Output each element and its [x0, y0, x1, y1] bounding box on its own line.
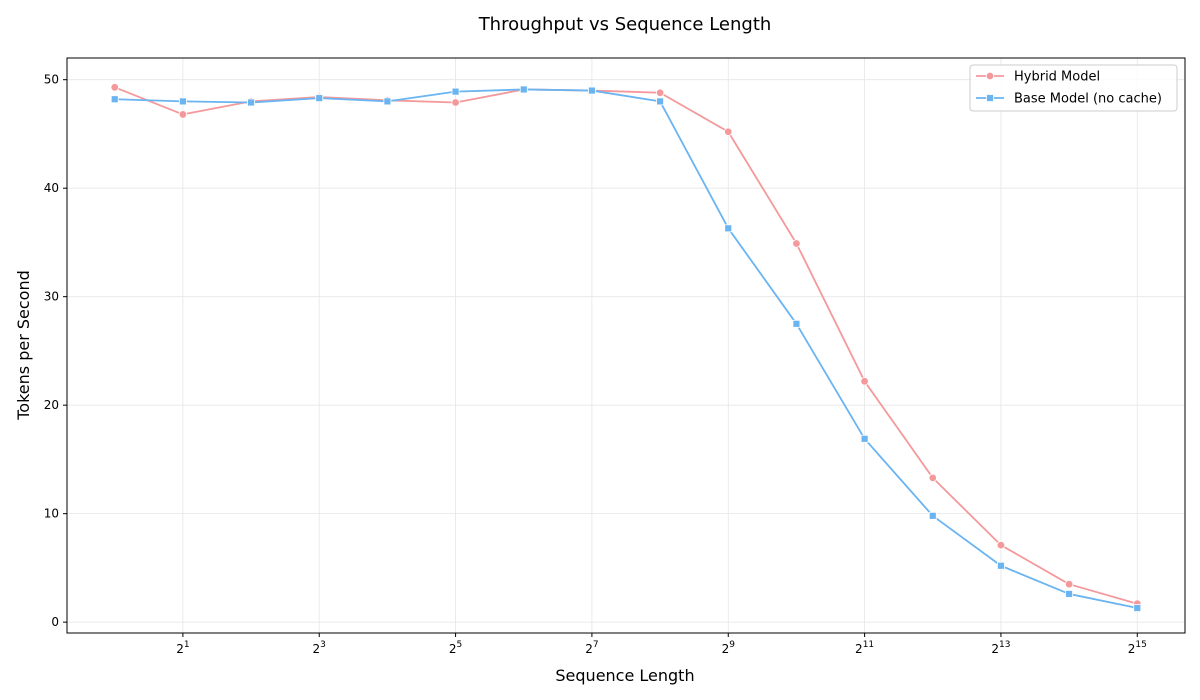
data-point [1064, 579, 1074, 589]
x-tick-base: 2 [176, 642, 184, 656]
data-point [724, 224, 733, 233]
data-point [315, 94, 324, 103]
y-axis-ticks: 0 10 20 30 40 50 [44, 73, 67, 629]
x-tick-base: 2 [991, 642, 999, 656]
data-point [792, 319, 801, 328]
legend-marker [986, 94, 994, 102]
y-tick-label: 0 [51, 615, 59, 629]
legend-label: Base Model (no cache) [1014, 92, 1162, 107]
data-point [519, 85, 528, 94]
data-point [928, 511, 937, 520]
x-tick-exponent: 3 [320, 640, 326, 650]
legend-label: Hybrid Model [1014, 70, 1100, 85]
data-point [247, 98, 255, 107]
y-tick-label: 40 [44, 181, 59, 195]
x-tick-exponent: 7 [593, 640, 599, 650]
series-line [114, 88, 1138, 609]
chart-title: Throughput vs Sequence Length [478, 14, 772, 35]
x-tick-exponent: 11 [863, 640, 874, 650]
y-tick-label: 20 [44, 398, 59, 412]
x-tick-label: 25 [449, 640, 462, 656]
x-tick-base: 2 [855, 642, 863, 656]
x-tick-base: 2 [585, 642, 593, 656]
x-tick-base: 2 [313, 642, 321, 656]
legend-entry: Hybrid Model [976, 70, 1100, 85]
data-point [1065, 590, 1074, 598]
data-point [996, 540, 1006, 550]
x-tick-exponent: 13 [999, 640, 1010, 650]
legend: Hybrid Model Base Model (no cache) [969, 64, 1178, 112]
y-tick-label: 10 [44, 507, 59, 521]
legend-marker [985, 71, 995, 81]
data-point [1133, 604, 1142, 612]
data-point [451, 87, 460, 96]
x-tick-base: 2 [449, 642, 457, 656]
data-point [383, 97, 392, 106]
x-tick-label: 21 [176, 640, 189, 656]
x-tick-label: 211 [855, 640, 874, 656]
data-point [178, 110, 188, 119]
x-tick-exponent: 1 [184, 640, 190, 650]
grid-lines [67, 58, 1185, 633]
series-2 [110, 85, 1142, 612]
y-axis-title: Tokens per Second [14, 270, 33, 421]
x-tick-exponent: 9 [729, 640, 735, 650]
y-tick-label: 30 [44, 290, 59, 304]
data-point [928, 473, 937, 483]
data-point [724, 127, 733, 136]
data-point [110, 83, 119, 92]
data-point [860, 377, 869, 386]
x-tick-base: 2 [722, 642, 730, 656]
series-layer [110, 83, 1142, 612]
data-point [656, 97, 664, 106]
data-point [655, 88, 665, 97]
x-tick-label: 23 [313, 640, 326, 656]
data-point [792, 239, 801, 248]
data-point [110, 95, 119, 104]
legend-entry: Base Model (no cache) [976, 92, 1162, 107]
data-point [178, 97, 187, 106]
x-axis-title: Sequence Length [555, 666, 694, 685]
y-tick-label: 50 [44, 73, 59, 87]
plot-area-frame [66, 57, 1186, 634]
data-point [997, 561, 1005, 570]
x-axis-ticks: 21 23 25 27 29 211 213 215 [176, 633, 1147, 656]
series-line [114, 86, 1138, 605]
x-tick-base: 2 [1128, 642, 1136, 656]
x-tick-label: 213 [991, 640, 1010, 656]
x-tick-label: 215 [1128, 640, 1147, 656]
x-tick-label: 29 [722, 640, 736, 656]
data-point [451, 98, 460, 107]
x-tick-exponent: 5 [457, 640, 463, 650]
series-1 [110, 83, 1142, 608]
legend-box [969, 64, 1178, 112]
x-tick-label: 27 [585, 640, 598, 656]
x-tick-exponent: 15 [1135, 640, 1146, 650]
data-point [860, 434, 869, 443]
data-point [588, 86, 596, 95]
